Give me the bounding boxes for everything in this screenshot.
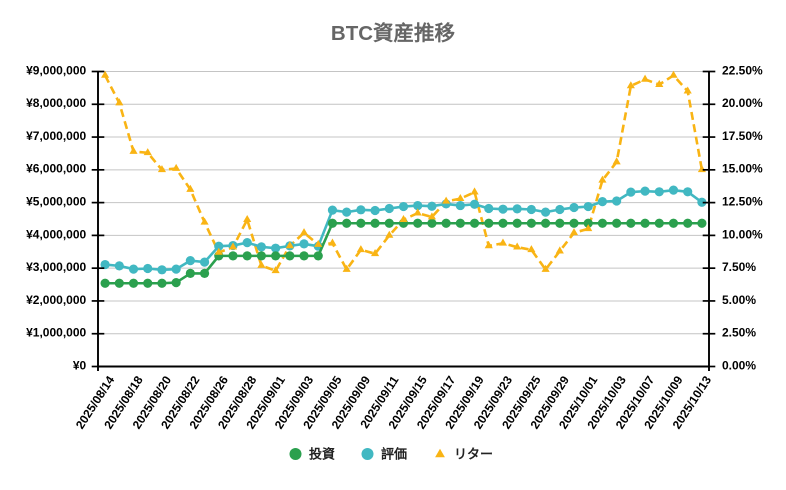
- svg-text:10.00%: 10.00%: [722, 227, 763, 241]
- svg-text:17.50%: 17.50%: [722, 129, 763, 143]
- svg-text:15.00%: 15.00%: [722, 162, 763, 176]
- svg-text:2.50%: 2.50%: [722, 326, 756, 340]
- svg-text:¥2,000,000: ¥2,000,000: [26, 293, 86, 307]
- svg-text:¥6,000,000: ¥6,000,000: [26, 162, 86, 176]
- svg-text:リター: リター: [454, 447, 493, 462]
- svg-text:¥9,000,000: ¥9,000,000: [26, 63, 86, 77]
- svg-text:7.50%: 7.50%: [722, 260, 756, 274]
- svg-text:BTC資産推移: BTC資産推移: [331, 21, 456, 45]
- svg-text:評価: 評価: [381, 447, 407, 462]
- svg-text:12.50%: 12.50%: [722, 195, 763, 209]
- svg-text:¥0: ¥0: [73, 358, 87, 372]
- svg-text:5.00%: 5.00%: [722, 293, 756, 307]
- svg-text:¥4,000,000: ¥4,000,000: [26, 227, 86, 241]
- svg-text:22.50%: 22.50%: [722, 63, 763, 77]
- svg-text:¥7,000,000: ¥7,000,000: [26, 129, 86, 143]
- svg-text:¥5,000,000: ¥5,000,000: [26, 195, 86, 209]
- svg-text:¥3,000,000: ¥3,000,000: [26, 260, 86, 274]
- svg-text:20.00%: 20.00%: [722, 96, 763, 110]
- svg-text:¥8,000,000: ¥8,000,000: [26, 96, 86, 110]
- svg-text:¥1,000,000: ¥1,000,000: [26, 326, 86, 340]
- svg-text:0.00%: 0.00%: [722, 358, 756, 372]
- svg-text:投資: 投資: [309, 447, 335, 462]
